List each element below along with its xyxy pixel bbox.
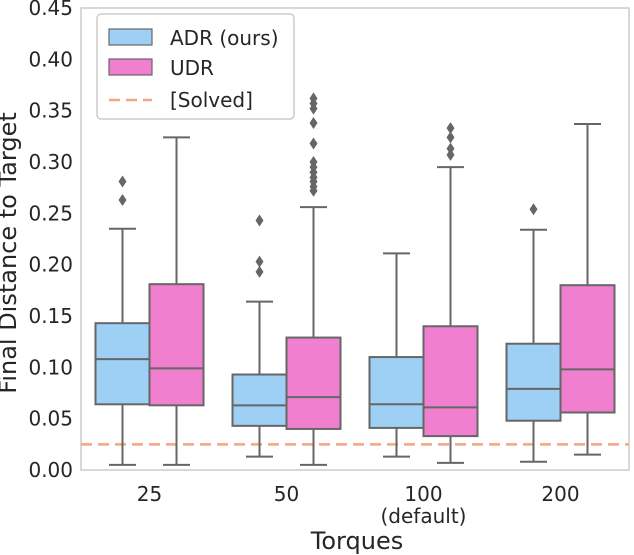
outlier-point: [446, 122, 455, 135]
x-tick-label: 100: [404, 482, 442, 506]
outlier-point: [309, 156, 318, 168]
y-axis-label: Final Distance to Target: [0, 112, 22, 393]
legend-label: [Solved]: [170, 88, 253, 112]
outlier-point: [309, 92, 318, 105]
y-tick-label: 0.25: [28, 201, 73, 225]
outlier-point: [255, 214, 264, 227]
legend-swatch: [108, 58, 153, 76]
y-tick-label: 0.45: [28, 0, 73, 20]
y-tick-label: 0.10: [28, 355, 73, 379]
outlier-point: [255, 265, 264, 278]
outlier-point: [446, 148, 455, 161]
box-iqr: [559, 284, 616, 414]
outlier-point: [309, 137, 318, 150]
x-axis-label: Torques: [310, 527, 403, 555]
box-adr-ours--50: [231, 214, 288, 458]
box-iqr: [231, 373, 288, 427]
box-udr-200: [559, 123, 616, 456]
x-tick-label: 50: [274, 482, 299, 506]
outlier-point: [118, 193, 127, 206]
box-iqr: [148, 283, 205, 407]
y-tick-label: 0.35: [28, 99, 73, 123]
y-tick-label: 0.15: [28, 304, 73, 328]
box-adr-ours--200: [505, 203, 562, 463]
box-iqr: [422, 325, 479, 438]
outlier-point: [446, 131, 455, 144]
box-udr-100: [422, 122, 479, 464]
y-tick-label: 0.40: [28, 47, 73, 71]
outlier-point: [446, 142, 455, 155]
outlier-point: [255, 255, 264, 268]
outlier-point: [118, 175, 127, 188]
box-adr-ours--100: [368, 252, 425, 458]
legend-swatch: [108, 28, 153, 46]
box-iqr: [94, 322, 151, 406]
y-tick-label: 0.20: [28, 253, 73, 277]
y-tick-label: 0.30: [28, 150, 73, 174]
box-iqr: [368, 356, 425, 429]
legend-label: UDR: [170, 56, 214, 80]
x-tick-label: 25: [137, 482, 162, 506]
box-udr-50: [285, 92, 342, 466]
legend-label: ADR (ours): [170, 26, 279, 50]
outlier-point: [529, 203, 538, 216]
y-tick-label: 0.00: [28, 458, 73, 482]
box-udr-25: [148, 136, 205, 466]
box-iqr: [285, 336, 342, 430]
box-iqr: [505, 342, 562, 422]
x-tick-sublabel: (default): [381, 504, 467, 528]
legend: ADR (ours) UDR [Solved]: [96, 13, 295, 120]
x-tick-label: 200: [541, 482, 579, 506]
outlier-point: [309, 116, 318, 129]
y-tick-label: 0.05: [28, 407, 73, 431]
